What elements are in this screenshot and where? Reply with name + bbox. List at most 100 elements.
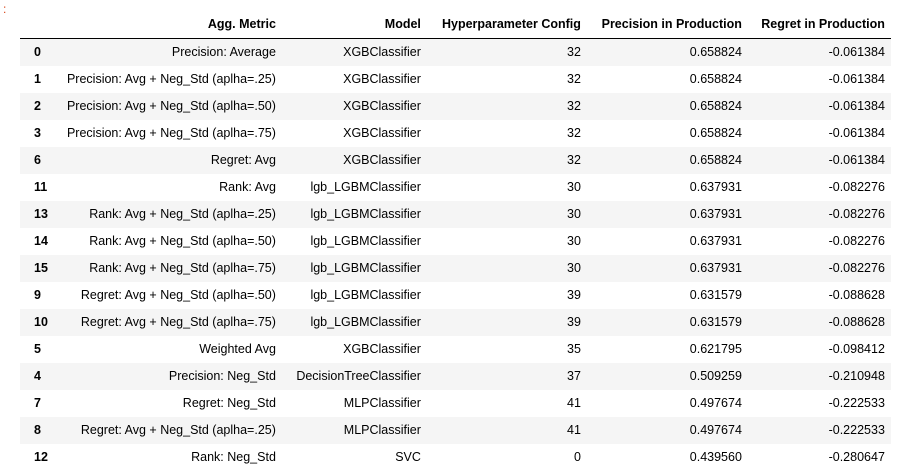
regret-cell: -0.082276 xyxy=(828,261,885,275)
agg-metric-cell: Rank: Avg + Neg_Std (aplha=.75) xyxy=(89,261,276,275)
precision-cell: 0.621795 xyxy=(689,342,742,356)
table-row: 6 Regret: Avg XGBClassifier 32 0.658824 -0.06… xyxy=(20,147,891,174)
regret-cell: -0.082276 xyxy=(828,180,885,194)
regret-cell: -0.088628 xyxy=(828,315,885,329)
table-body: 0 Precision: Average XGBClassifier 32 0.6588… xyxy=(20,38,891,471)
table-row: 3 Precision: Avg + Neg_Std (aplha=.75) XGB… xyxy=(20,120,891,147)
hyperparameter-config-cell: 39 xyxy=(567,315,581,329)
regret-cell: -0.061384 xyxy=(828,99,885,113)
column-header-agg-metric: Agg. Metric xyxy=(53,11,282,39)
hyperparameter-config-cell: 39 xyxy=(567,288,581,302)
precision-cell: 0.658824 xyxy=(689,153,742,167)
hyperparameter-config-cell: 30 xyxy=(567,261,581,275)
row-index-cell: 5 xyxy=(34,342,41,356)
column-header-precision: Precision in Production xyxy=(586,11,748,39)
precision-cell: 0.658824 xyxy=(689,126,742,140)
regret-cell: -0.088628 xyxy=(828,288,885,302)
model-cell: lgb_LGBMClassifier xyxy=(310,180,421,194)
model-cell: XGBClassifier xyxy=(343,126,421,140)
column-header-model: Model xyxy=(281,11,427,39)
precision-cell: 0.509259 xyxy=(689,369,742,383)
agg-metric-cell: Regret: Avg + Neg_Std (aplha=.25) xyxy=(80,423,276,437)
agg-metric-cell: Regret: Avg + Neg_Std (aplha=.50) xyxy=(80,288,276,302)
row-index-cell: 10 xyxy=(34,315,48,329)
hyperparameter-config-cell: 41 xyxy=(567,396,581,410)
agg-metric-cell: Rank: Neg_Std xyxy=(191,450,276,464)
table-row: 9 Regret: Avg + Neg_Std (aplha=.50) lgb_LG… xyxy=(20,282,891,309)
hyperparameter-config-cell: 32 xyxy=(567,153,581,167)
hyperparameter-config-cell: 37 xyxy=(567,369,581,383)
precision-cell: 0.497674 xyxy=(689,396,742,410)
agg-metric-cell: Precision: Avg + Neg_Std (aplha=.25) xyxy=(66,72,276,86)
table-row: 11 Rank: Avg lgb_LGBMClassifier 30 0.637931 -… xyxy=(20,174,891,201)
regret-cell: -0.082276 xyxy=(828,234,885,248)
model-cell: XGBClassifier xyxy=(343,342,421,356)
column-header-hyperparameter-config: Hyperparameter Config xyxy=(426,11,587,39)
row-index-cell: 14 xyxy=(34,234,48,248)
model-cell: lgb_LGBMClassifier xyxy=(310,261,421,275)
table-row: 5 Weighted Avg XGBClassifier 35 0.621795 -0.0… xyxy=(20,336,891,363)
table-row: 2 Precision: Avg + Neg_Std (aplha=.50) XGB… xyxy=(20,93,891,120)
hyperparameter-config-cell: 32 xyxy=(567,45,581,59)
regret-cell: -0.098412 xyxy=(828,342,885,356)
model-cell: lgb_LGBMClassifier xyxy=(310,234,421,248)
agg-metric-cell: Precision: Average xyxy=(171,45,276,59)
model-cell: XGBClassifier xyxy=(343,99,421,113)
regret-cell: -0.061384 xyxy=(828,153,885,167)
table-row: 7 Regret: Neg_Std MLPClassifier 41 0.497674 -… xyxy=(20,390,891,417)
agg-metric-cell: Weighted Avg xyxy=(199,342,276,356)
regret-cell: -0.222533 xyxy=(828,396,885,410)
agg-metric-cell: Precision: Neg_Std xyxy=(168,369,276,383)
row-index-cell: 8 xyxy=(34,423,41,437)
model-cell: XGBClassifier xyxy=(343,153,421,167)
precision-cell: 0.637931 xyxy=(689,234,742,248)
header-row: Agg. Metric Model Hyperparameter Config … xyxy=(20,11,891,39)
row-index-cell: 15 xyxy=(34,261,48,275)
model-cell: lgb_LGBMClassifier xyxy=(310,288,421,302)
model-cell: XGBClassifier xyxy=(343,45,421,59)
precision-cell: 0.631579 xyxy=(689,315,742,329)
table-row: 8 Regret: Avg + Neg_Std (aplha=.25) MLPCla… xyxy=(20,417,891,444)
agg-metric-cell: Regret: Avg xyxy=(210,153,276,167)
precision-cell: 0.637931 xyxy=(689,207,742,221)
precision-cell: 0.631579 xyxy=(689,288,742,302)
row-index-cell: 12 xyxy=(34,450,48,464)
hyperparameter-config-cell: 32 xyxy=(567,99,581,113)
regret-cell: -0.061384 xyxy=(828,45,885,59)
regret-cell: -0.280647 xyxy=(828,450,885,464)
table-row: 0 Precision: Average XGBClassifier 32 0.6588… xyxy=(20,38,891,66)
agg-metric-cell: Precision: Avg + Neg_Std (aplha=.50) xyxy=(66,99,276,113)
output-prompt-marker: : xyxy=(3,2,7,16)
hyperparameter-config-cell: 30 xyxy=(567,234,581,248)
regret-cell: -0.210948 xyxy=(828,369,885,383)
precision-cell: 0.637931 xyxy=(689,261,742,275)
model-cell: SVC xyxy=(395,450,421,464)
agg-metric-cell: Rank: Avg + Neg_Std (aplha=.50) xyxy=(89,234,276,248)
agg-metric-cell: Rank: Avg + Neg_Std (aplha=.25) xyxy=(89,207,276,221)
table-row: 14 Rank: Avg + Neg_Std (aplha=.50) lgb_LGB… xyxy=(20,228,891,255)
model-cell: lgb_LGBMClassifier xyxy=(310,315,421,329)
hyperparameter-config-cell: 35 xyxy=(567,342,581,356)
row-index-cell: 1 xyxy=(34,72,41,86)
model-cell: MLPClassifier xyxy=(343,396,421,410)
row-index-cell: 11 xyxy=(34,180,48,194)
hyperparameter-config-cell: 41 xyxy=(567,423,581,437)
precision-cell: 0.658824 xyxy=(689,99,742,113)
row-index-cell: 7 xyxy=(34,396,41,410)
table-row: 1 Precision: Avg + Neg_Std (aplha=.25) XGB… xyxy=(20,66,891,93)
precision-cell: 0.658824 xyxy=(689,72,742,86)
model-cell: MLPClassifier xyxy=(343,423,421,437)
row-index-cell: 2 xyxy=(34,99,41,113)
regret-cell: -0.061384 xyxy=(828,126,885,140)
precision-cell: 0.658824 xyxy=(689,45,742,59)
table-row: 15 Rank: Avg + Neg_Std (aplha=.75) lgb_LGB… xyxy=(20,255,891,282)
row-index-cell: 13 xyxy=(34,207,48,221)
table-row: 12 Rank: Neg_Std SVC 0 0.439560 -0.280647 xyxy=(20,444,891,471)
regret-cell: -0.061384 xyxy=(828,72,885,86)
table-row: 4 Precision: Neg_Std DecisionTreeClassifie… xyxy=(20,363,891,390)
regret-cell: -0.082276 xyxy=(828,207,885,221)
hyperparameter-config-cell: 30 xyxy=(567,207,581,221)
hyperparameter-config-cell: 32 xyxy=(567,126,581,140)
precision-cell: 0.497674 xyxy=(689,423,742,437)
